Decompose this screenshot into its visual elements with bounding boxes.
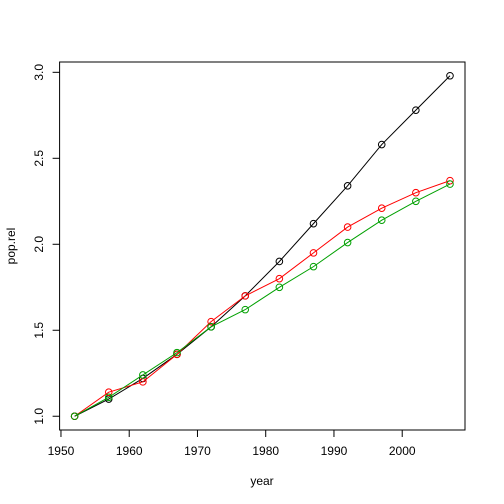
x-tick-label: 1970: [184, 444, 211, 458]
point: [241, 292, 250, 300]
point: [104, 393, 113, 402]
point: [70, 412, 79, 421]
x-tick-label: 1960: [116, 444, 143, 458]
point: [343, 223, 352, 231]
point: [173, 348, 181, 357]
point: [377, 216, 386, 225]
point: [446, 180, 454, 188]
point: [139, 371, 147, 379]
point: [412, 188, 420, 197]
y-tick-label: 2.5: [32, 150, 46, 167]
point: [309, 219, 318, 228]
point: [309, 249, 318, 257]
point: [412, 106, 420, 114]
point: [275, 283, 284, 292]
point: [207, 317, 215, 326]
series-line: [74, 183, 451, 417]
x-tick-label: 1950: [48, 444, 75, 458]
y-tick-label: 1.0: [32, 408, 46, 425]
x-tick-label: 1980: [252, 444, 279, 458]
plot-box: [59, 61, 466, 431]
point: [446, 176, 454, 185]
y-axis-label: pop.rel: [4, 228, 18, 265]
point: [241, 305, 250, 314]
point: [412, 197, 420, 206]
point: [309, 262, 318, 271]
y-tick-label: 3.0: [32, 64, 46, 81]
series-line: [74, 180, 451, 417]
point: [275, 257, 284, 266]
point: [104, 388, 113, 396]
series-line: [74, 75, 451, 417]
y-tick-label: 2.0: [32, 236, 46, 253]
point: [275, 274, 284, 283]
x-axis-label: year: [250, 474, 273, 488]
point: [207, 323, 215, 331]
y-tick-label: 1.5: [32, 322, 46, 339]
point: [343, 238, 352, 247]
point: [343, 182, 352, 190]
x-tick-label: 1990: [321, 444, 348, 458]
point: [377, 204, 386, 212]
x-tick-label: 2000: [389, 444, 416, 458]
point: [377, 140, 386, 149]
point: [446, 71, 454, 80]
